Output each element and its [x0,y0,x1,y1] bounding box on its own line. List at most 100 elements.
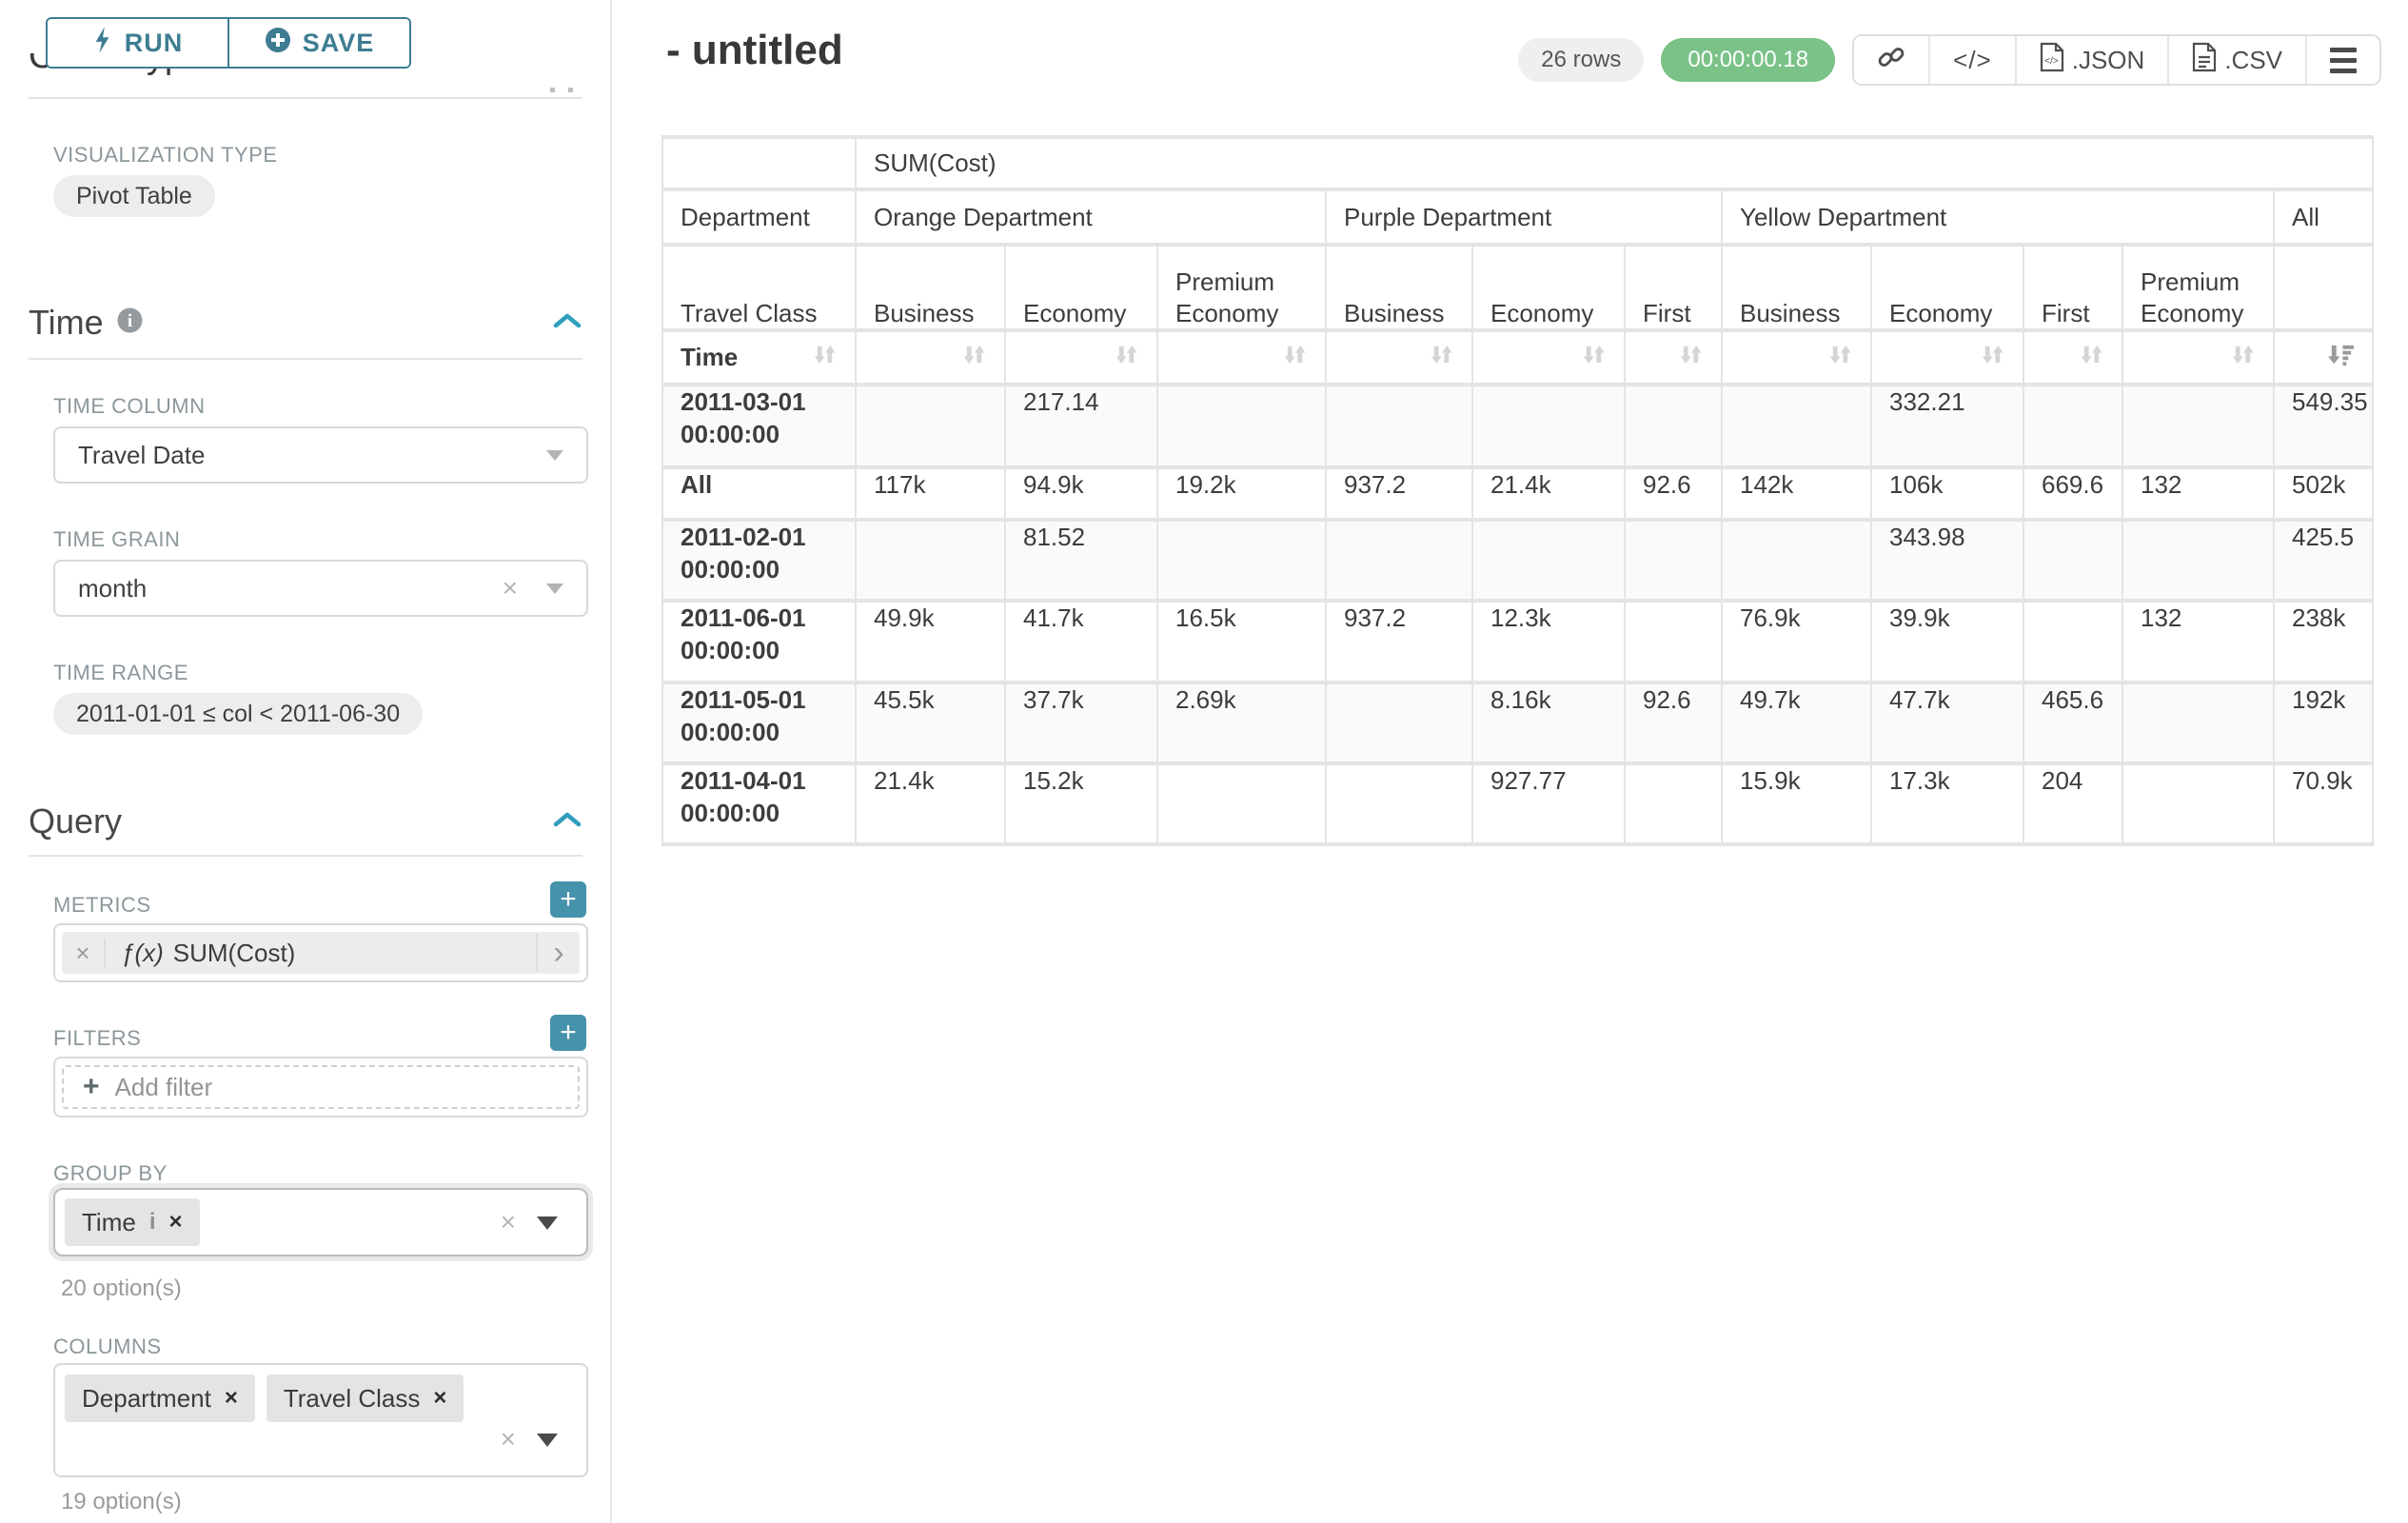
remove-chip-icon[interactable]: × [433,1385,447,1411]
remove-metric-icon[interactable]: × [62,938,106,968]
divider [29,97,582,99]
chevron-up-icon[interactable] [552,810,582,834]
travel-class-header: Economy [1471,243,1626,332]
time-grain-label: TIME GRAIN [53,527,181,551]
menu-button[interactable] [2305,36,2379,84]
chevron-down-icon[interactable] [537,1434,558,1447]
time-column-select[interactable]: Travel Date [53,426,588,484]
export-csv-button[interactable]: .CSV [2167,36,2305,84]
sort-icon[interactable] [812,343,838,373]
add-filter-button[interactable]: + Add filter [62,1065,580,1109]
table-row: All 117k 94.9k 19.2k 937.2 21.4k 92.6 142k 106k 6… [661,465,2375,522]
value-cell: 45.5k [855,681,1006,765]
sort-icon[interactable] [1282,343,1308,373]
divider [29,358,582,360]
clear-icon[interactable]: × [500,1424,516,1454]
sort-icon[interactable] [1678,343,1704,373]
value-cell: 41.7k [1004,599,1158,684]
table-row: 2011-02-01 00:00:00 81.52 343.98 425.5 [661,518,2375,603]
visualization-type-value[interactable]: Pivot Table [53,175,215,217]
value-cell: 669.6 [2023,465,2123,522]
clipped-icon-dots [550,80,588,92]
svg-text:</>: </> [2044,56,2059,67]
remove-chip-icon[interactable]: × [224,1385,238,1411]
sort-descending-icon[interactable] [2327,343,2355,373]
link-icon [1877,43,1905,78]
export-json-button[interactable]: </> .JSON [2014,36,2168,84]
pivot-table: SUM(Cost) Department Orange Department Purp… [661,135,2375,846]
value-cell [1156,383,1327,469]
info-icon: i [117,307,143,338]
row-label-cell: 2011-02-01 00:00:00 [661,518,857,603]
time-section-title: Time [29,303,104,342]
col-dimension-header: Travel Class [661,243,857,332]
plus-circle-icon [265,27,291,60]
view-query-button[interactable]: </> [1928,36,2015,84]
sort-icon[interactable] [1827,343,1853,373]
filters-control: + Add filter [53,1057,588,1118]
group-by-select[interactable]: Time i × × [53,1188,588,1256]
time-grain-select[interactable]: month × [53,560,588,617]
sort-icon[interactable] [961,343,987,373]
sort-icon[interactable] [2230,343,2256,373]
chevron-down-icon[interactable] [537,1216,558,1230]
add-metric-button[interactable]: + [550,881,586,918]
sort-icon[interactable] [2079,343,2104,373]
travel-class-header: Economy [1870,243,2024,332]
share-link-button[interactable] [1854,36,1929,84]
time-range-value[interactable]: 2011-01-01 ≤ col < 2011-06-30 [53,693,424,735]
row-label-cell: All [661,465,857,522]
value-cell [1624,518,1723,603]
row-dimension-header: Department [661,188,857,247]
table-row: 2011-05-01 00:00:00 45.5k 37.7k 2.69k 8.16k 9… [661,681,2375,765]
value-cell [2122,762,2275,846]
filters-label: FILTERS [53,1026,142,1050]
sort-icon[interactable] [1429,343,1454,373]
sort-cell [1004,328,1158,386]
sort-icon[interactable] [1980,343,2005,373]
value-cell: 92.6 [1624,681,1723,765]
value-cell: 132 [2122,599,2275,684]
value-cell: 204 [2023,762,2123,846]
save-button[interactable]: SAVE [227,19,409,67]
selected-value-chip[interactable]: Department × [65,1375,255,1422]
travel-class-header: First [2023,243,2123,332]
metrics-label: METRICS [53,893,151,917]
value-cell: 70.9k [2272,762,2375,846]
row-label-cell: 2011-06-01 00:00:00 [661,599,857,684]
travel-class-header [2272,243,2375,332]
sort-icon[interactable] [1581,343,1607,373]
value-cell: 343.98 [1870,518,2024,603]
value-cell [1156,518,1327,603]
value-cell [1325,383,1473,469]
columns-options-hint: 19 option(s) [61,1489,182,1514]
sort-cell [1156,328,1327,386]
selected-value-chip[interactable]: Travel Class × [266,1375,464,1422]
time-column-value: Travel Date [78,440,206,469]
clear-icon[interactable]: × [502,573,518,603]
value-cell [1624,762,1723,846]
value-cell [1325,518,1473,603]
columns-select[interactable]: Department × Travel Class × × [53,1363,588,1477]
sort-icon[interactable] [1114,343,1139,373]
visualization-type-label: VISUALIZATION TYPE [53,143,278,167]
sort-cell [1624,328,1723,386]
chevron-up-icon[interactable] [552,311,582,335]
metric-pill[interactable]: × ƒ(x) SUM(Cost) › [62,932,580,974]
clear-icon[interactable]: × [500,1207,516,1236]
value-cell: 106k [1870,465,2024,522]
run-button[interactable]: RUN [48,19,227,67]
selected-value-chip[interactable]: Time i × [65,1198,200,1246]
export-button-group: </> </> .JSON .CSV [1852,34,2381,86]
chevron-right-icon[interactable]: › [536,934,580,972]
value-cell: 117k [855,465,1006,522]
value-cell [855,383,1006,469]
value-cell [2023,599,2123,684]
add-filter-plus-button[interactable]: + [550,1015,586,1051]
sort-cell [1471,328,1626,386]
remove-chip-icon[interactable]: × [168,1209,183,1235]
hamburger-icon [2330,47,2357,73]
travel-class-header: Premium Economy [2122,243,2275,332]
code-icon: </> [1953,45,1992,74]
value-cell [1721,383,1872,469]
